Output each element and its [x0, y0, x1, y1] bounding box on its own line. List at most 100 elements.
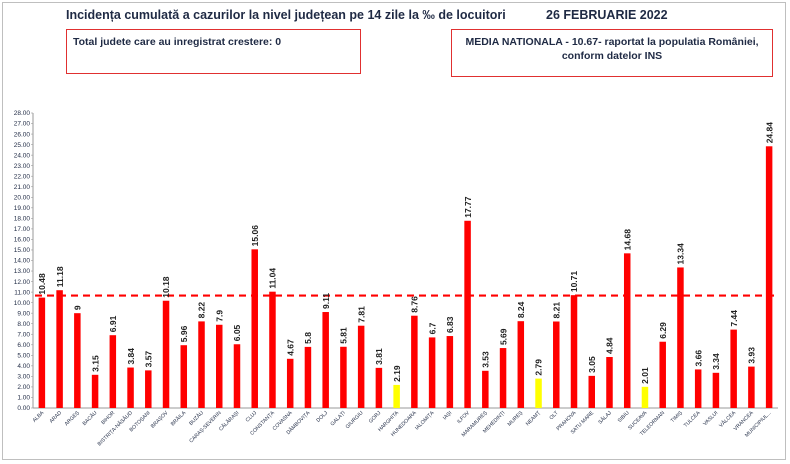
data-label: 5.81 [339, 327, 349, 344]
y-tick-label: 7.00 [17, 331, 30, 338]
y-tick-label: 15.00 [14, 247, 31, 254]
x-tick-label: BACĂU [81, 409, 99, 427]
bar [588, 375, 595, 408]
data-label: 14.68 [622, 229, 632, 251]
data-label: 3.53 [481, 351, 491, 368]
bar [357, 325, 365, 408]
bar [499, 348, 507, 408]
bar [322, 312, 329, 408]
national-average-box: MEDIA NATIONALA - 10.67- raportat la pop… [451, 29, 773, 77]
increase-summary-box: Total judete care au inregistrat crester… [66, 29, 361, 74]
x-tick-label: CARAȘ-SEVERIN [188, 410, 222, 444]
y-tick-label: 2.00 [17, 384, 30, 391]
data-label: 8.22 [197, 302, 207, 319]
bar [517, 321, 525, 408]
y-tick-label: 27.00 [14, 121, 31, 128]
data-label: 5.69 [498, 328, 508, 345]
x-tick-label: SĂLAJ [597, 409, 613, 425]
y-tick-label: 26.00 [14, 131, 31, 138]
x-tick-label: OLT [549, 410, 561, 422]
data-label: 3.66 [693, 350, 703, 367]
y-tick-label: 9.00 [17, 310, 30, 317]
bar [91, 374, 99, 408]
bar [659, 341, 666, 408]
bar [712, 372, 720, 408]
x-tick-label: BRAȘOV [150, 410, 170, 430]
bar [446, 336, 454, 408]
data-label: 6.7 [427, 322, 437, 334]
bar [694, 369, 702, 408]
bar [765, 146, 773, 409]
bar [606, 357, 613, 408]
y-tick-label: 16.00 [14, 237, 31, 244]
y-tick-label: 3.00 [17, 374, 30, 381]
bar [233, 344, 241, 408]
y-tick-label: 5.00 [17, 353, 30, 360]
bar [109, 335, 117, 408]
bar [74, 313, 81, 408]
bar [411, 315, 418, 408]
chart-frame [2, 2, 786, 460]
data-label: 3.81 [374, 348, 384, 365]
data-label: 5.8 [303, 332, 313, 344]
x-tick-label: DOLJ [315, 410, 329, 424]
bar [216, 324, 223, 408]
bar [464, 220, 471, 408]
y-tick-label: 12.00 [14, 279, 31, 286]
x-tick-label: VASLUI [702, 410, 719, 427]
bar [56, 290, 63, 408]
y-tick-label: 19.00 [14, 205, 31, 212]
bar [162, 300, 170, 408]
bar [393, 384, 400, 408]
data-label: 3.15 [90, 355, 100, 372]
data-label: 4.67 [285, 339, 295, 356]
report-date: 26 FEBRUARIE 2022 [546, 8, 668, 22]
x-tick-label: TULCEA [683, 410, 702, 429]
x-tick-label: BRĂILA [169, 409, 187, 427]
bar [180, 345, 188, 408]
bar [38, 297, 46, 408]
y-tick-label: 8.00 [17, 321, 30, 328]
x-tick-label: CLUJ [245, 410, 259, 424]
data-label: 15.06 [250, 225, 260, 247]
bar [535, 378, 542, 408]
y-tick-label: 17.00 [14, 226, 31, 233]
x-tick-label: IAȘI [442, 410, 453, 421]
bar [198, 321, 205, 408]
y-tick-label: 0.00 [17, 405, 30, 412]
y-tick-label: 10.00 [14, 300, 31, 307]
x-tick-label: ILFOV [456, 410, 471, 425]
bar [641, 386, 649, 408]
bar [304, 346, 312, 408]
y-tick-label: 23.00 [14, 163, 31, 170]
data-label: 7.9 [214, 310, 224, 322]
data-label: 8.24 [516, 301, 526, 318]
x-tick-label: GORJ [368, 410, 383, 425]
bar [251, 249, 258, 408]
bar [730, 329, 737, 408]
data-label: 3.84 [126, 348, 136, 365]
y-tick-label: 13.00 [14, 268, 31, 275]
data-label: 13.34 [676, 243, 686, 265]
data-label: 2.79 [534, 359, 544, 376]
chart-title: Incidența cumulată a cazurilor la nivel … [66, 8, 506, 22]
y-axis: 0.00 1.00 2.00 3.00 4.00 5.00 6.00 7.00 8.00 9.00… [14, 110, 778, 412]
x-tick-label: ARAD [49, 410, 64, 425]
data-label: 9 [73, 305, 83, 310]
data-label: 6.29 [658, 322, 668, 339]
x-axis-labels: ALBA ARAD ARGEȘ BACĂU BIHORBISTRIȚA-NĂSĂUDBO… [32, 409, 773, 447]
x-tick-label: ALBA [32, 410, 46, 424]
x-tick-label: BIHOR [100, 410, 116, 426]
data-label: 2.19 [392, 365, 402, 382]
x-tick-label: ARGEȘ [64, 410, 81, 427]
bar [677, 267, 684, 408]
increase-summary-text: Total judete care au inregistrat crester… [73, 36, 282, 48]
x-tick-label: TIMIȘ [670, 410, 684, 424]
data-label: 4.84 [605, 337, 615, 354]
x-tick-label: NEAMȚ [525, 410, 543, 428]
data-label: 17.77 [463, 196, 473, 218]
data-label: 3.05 [587, 356, 597, 373]
y-tick-label: 24.00 [14, 152, 31, 159]
data-label: 6.83 [445, 316, 455, 333]
